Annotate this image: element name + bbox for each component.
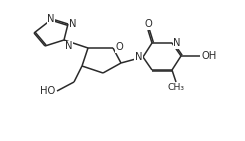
Text: N: N bbox=[135, 52, 142, 62]
Text: O: O bbox=[144, 19, 152, 29]
Text: O: O bbox=[115, 42, 123, 52]
Text: N: N bbox=[69, 19, 76, 29]
Text: N: N bbox=[65, 41, 73, 51]
Text: N: N bbox=[47, 14, 55, 24]
Text: CH₃: CH₃ bbox=[168, 83, 184, 92]
Text: HO: HO bbox=[40, 86, 55, 96]
Text: N: N bbox=[173, 38, 181, 48]
Text: OH: OH bbox=[201, 51, 216, 61]
